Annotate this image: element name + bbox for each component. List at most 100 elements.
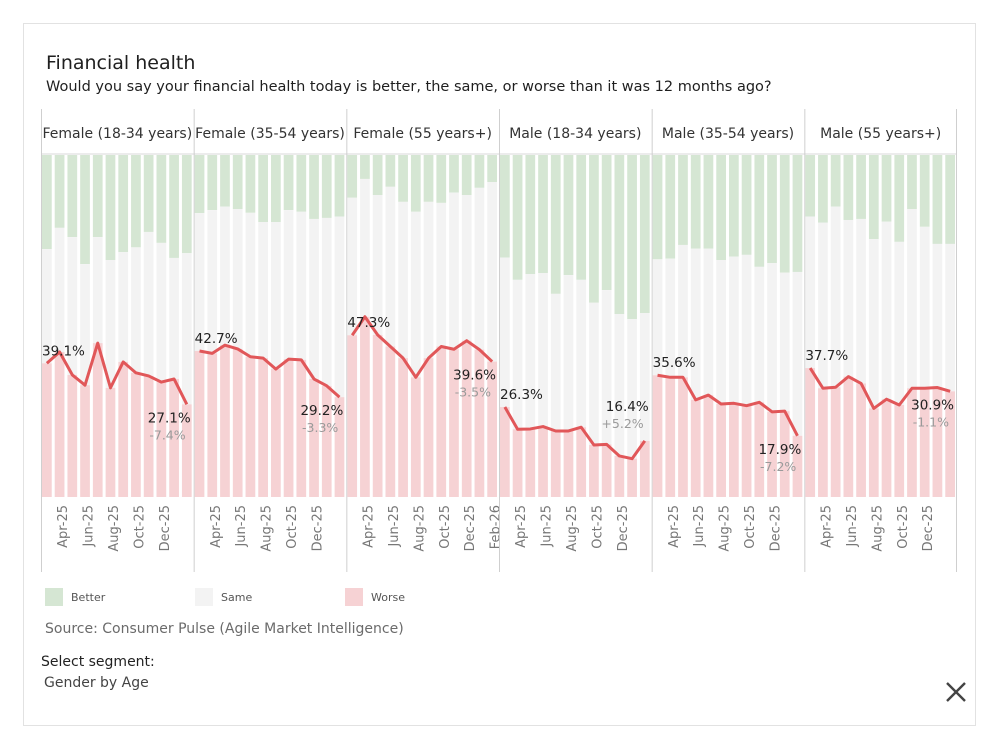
bar-worse[interactable] [716,403,726,497]
bar-worse[interactable] [385,346,396,497]
bar-same[interactable] [245,212,256,357]
bar-same[interactable] [461,195,472,341]
bar-worse[interactable] [296,359,307,497]
bar-worse[interactable] [131,372,141,497]
bar-worse[interactable] [754,402,765,497]
bar-better[interactable] [372,155,383,196]
bar-same[interactable] [754,266,765,403]
bar-same[interactable] [665,258,676,378]
bar-same[interactable] [792,271,803,436]
bar-better[interactable] [334,155,345,217]
bar-same[interactable] [410,211,421,378]
bar-worse[interactable] [283,359,294,497]
bar-worse[interactable] [169,379,179,497]
bar-same[interactable] [576,279,587,428]
bar-same[interactable] [538,272,548,427]
bar-worse[interactable] [487,361,497,497]
bar-better[interactable] [360,155,370,179]
bar-worse[interactable] [105,387,116,497]
bar-same[interactable] [54,227,65,352]
bar-same[interactable] [80,264,90,386]
bar-same[interactable] [321,217,332,386]
bar-better[interactable] [309,155,319,219]
bar-better[interactable] [563,155,574,276]
bar-better[interactable] [143,155,154,232]
bar-same[interactable] [894,241,905,406]
bar-better[interactable] [347,155,358,198]
bar-same[interactable] [334,216,345,398]
bar-worse[interactable] [843,376,854,497]
bar-worse[interactable] [118,361,129,497]
bar-better[interactable] [67,155,78,238]
bar-worse[interactable] [461,340,472,497]
bar-same[interactable] [881,221,892,400]
bar-worse[interactable] [512,429,523,497]
bar-same[interactable] [92,237,103,344]
bar-worse[interactable] [665,377,676,497]
bar-worse[interactable] [690,399,701,497]
bar-better[interactable] [754,155,765,267]
bar-better[interactable] [716,155,726,260]
bar-better[interactable] [220,155,230,207]
bar-better[interactable] [907,155,917,210]
bar-better[interactable] [461,155,472,196]
bar-better[interactable] [690,155,701,249]
bar-same[interactable] [614,314,625,456]
bar-better[interactable] [436,155,447,203]
bar-better[interactable] [232,155,243,210]
bar-same[interactable] [639,313,650,441]
bar-worse[interactable] [881,399,892,497]
bar-same[interactable] [690,248,701,400]
bar-same[interactable] [932,243,943,388]
bar-better[interactable] [665,155,676,259]
bar-worse[interactable] [92,343,103,497]
bar-worse[interactable] [143,375,154,497]
bar-worse[interactable] [525,428,536,497]
bar-better[interactable] [678,155,688,245]
bar-worse[interactable] [410,377,421,497]
bar-better[interactable] [894,155,905,242]
bar-worse[interactable] [767,411,777,497]
bar-better[interactable] [614,155,625,315]
bar-better[interactable] [118,155,129,253]
bar-same[interactable] [779,272,790,412]
bar-same[interactable] [729,256,739,404]
bar-better[interactable] [385,155,396,187]
bar-same[interactable] [105,259,116,388]
bar-better[interactable] [245,155,256,213]
bar-better[interactable] [601,155,612,291]
bar-same[interactable] [296,211,307,360]
bar-same[interactable] [805,216,816,369]
bar-worse[interactable] [868,408,879,497]
bar-worse[interactable] [741,405,752,497]
bar-same[interactable] [131,247,141,373]
bar-worse[interactable] [54,351,65,497]
bar-better[interactable] [741,155,752,255]
bar-better[interactable] [487,155,497,183]
bar-better[interactable] [194,155,205,214]
bar-better[interactable] [945,155,955,244]
bar-better[interactable] [449,155,459,193]
bar-worse[interactable] [805,368,816,497]
bar-better[interactable] [156,155,167,243]
bar-same[interactable] [767,263,777,412]
bar-worse[interactable] [589,445,599,497]
bar-same[interactable] [372,195,383,335]
segment-selector[interactable]: Gender by Age [44,675,149,691]
bar-same[interactable] [550,293,561,431]
bar-same[interactable] [436,202,447,347]
bar-same[interactable] [512,279,523,430]
bar-same[interactable] [194,213,205,351]
bar-worse[interactable] [436,346,447,497]
bar-better[interactable] [627,155,637,320]
bar-same[interactable] [42,249,52,364]
bar-same[interactable] [181,253,192,405]
bar-same[interactable] [258,222,268,359]
bar-better[interactable] [423,155,434,202]
bar-better[interactable] [54,155,65,228]
bar-worse[interactable] [894,405,905,497]
bar-worse[interactable] [232,348,243,497]
bar-same[interactable] [716,259,726,404]
bar-worse[interactable] [347,335,358,497]
bar-same[interactable] [868,239,879,409]
